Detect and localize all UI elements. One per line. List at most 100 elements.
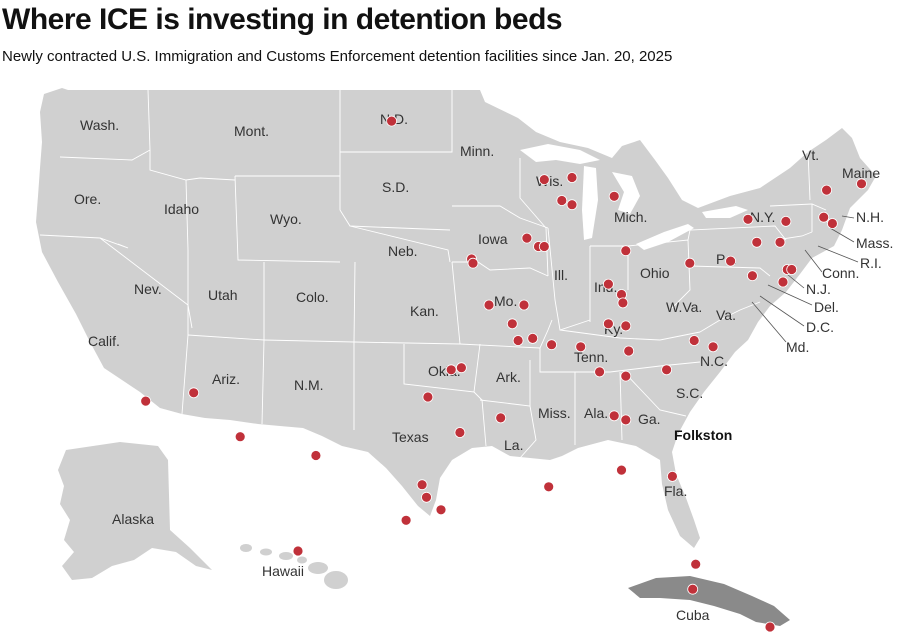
facility-dot xyxy=(512,335,524,346)
label-wva: W.Va. xyxy=(666,299,702,315)
label-ark: Ark. xyxy=(496,369,521,385)
facility-dot xyxy=(818,211,830,223)
facility-dot xyxy=(495,412,507,424)
facility-dot xyxy=(483,299,495,311)
label-miss: Miss. xyxy=(538,405,571,421)
label-ga: Ga. xyxy=(638,411,661,427)
label-nm: N.M. xyxy=(294,377,324,393)
facility-dot xyxy=(527,332,539,344)
facility-dot xyxy=(620,320,632,332)
state-labels: Wash. Mont. N.D. Minn. Ore. Idaho Wyo. S… xyxy=(74,111,893,623)
facility-dot xyxy=(742,213,754,225)
facility-dot xyxy=(608,190,620,202)
facility-dot xyxy=(620,370,632,382)
facility-dot xyxy=(546,339,557,351)
lake-erie xyxy=(636,224,694,250)
contiguous-us-shape xyxy=(36,88,876,548)
facility-dot xyxy=(521,232,533,244)
facility-dot xyxy=(467,257,479,269)
label-ohio: Ohio xyxy=(640,265,670,281)
label-del: Del. xyxy=(814,299,839,315)
facility-dot xyxy=(543,481,555,493)
facility-dot xyxy=(603,318,614,330)
lake-superior xyxy=(520,144,600,164)
facility-dot xyxy=(661,364,672,376)
lake-huron xyxy=(612,172,640,214)
label-neb: Neb. xyxy=(388,243,418,259)
facility-dot xyxy=(608,410,620,422)
map-subtitle: Newly contracted U.S. Immigration and Cu… xyxy=(2,48,673,65)
label-wash: Wash. xyxy=(80,117,119,133)
facility-dot xyxy=(620,414,632,426)
label-alaska: Alaska xyxy=(112,511,154,527)
label-maine: Maine xyxy=(842,165,880,181)
facility-dot xyxy=(617,297,629,309)
facility-dot xyxy=(747,270,758,282)
facility-dot xyxy=(292,545,304,557)
facility-dot xyxy=(821,184,832,196)
facility-dot xyxy=(518,299,530,311)
facility-dot xyxy=(603,278,614,290)
label-tenn: Tenn. xyxy=(574,349,608,365)
label-ariz: Ariz. xyxy=(212,371,240,387)
label-texas: Texas xyxy=(392,429,429,445)
facility-dot xyxy=(416,479,428,491)
facility-dot xyxy=(688,335,700,346)
label-utah: Utah xyxy=(208,287,238,303)
leader-lines xyxy=(751,215,859,343)
facility-dot xyxy=(140,395,152,407)
facility-dot xyxy=(422,391,434,403)
facility-dot xyxy=(620,245,632,257)
label-ill: Ill. xyxy=(554,267,568,283)
label-folkston: Folkston xyxy=(674,427,732,443)
label-idaho: Idaho xyxy=(164,201,199,217)
facility-dot xyxy=(566,199,578,211)
label-conn: Conn. xyxy=(822,265,859,281)
label-colo: Colo. xyxy=(296,289,329,305)
facility-dot xyxy=(764,621,776,633)
facility-dot xyxy=(455,362,467,374)
facility-dot xyxy=(774,236,786,248)
label-md: Md. xyxy=(786,339,809,355)
facility-dot xyxy=(786,264,798,275)
facility-dot xyxy=(684,257,696,269)
lake-ontario xyxy=(702,206,748,218)
facility-dot xyxy=(435,504,447,516)
facility-dot xyxy=(575,341,587,353)
label-wyo: Wyo. xyxy=(270,211,302,227)
label-calif: Calif. xyxy=(88,333,120,349)
label-iowa: Iowa xyxy=(478,231,508,247)
facility-dot xyxy=(506,318,518,330)
facility-dot xyxy=(400,514,412,526)
label-cuba: Cuba xyxy=(676,607,710,623)
label-va: Va. xyxy=(716,307,736,323)
label-mich: Mich. xyxy=(614,209,647,225)
facility-dot xyxy=(454,427,466,438)
facility-dot xyxy=(234,431,246,443)
facility-dot xyxy=(188,387,200,399)
facility-dot xyxy=(707,341,719,353)
label-la: La. xyxy=(504,437,523,453)
facility-dot xyxy=(777,276,789,288)
label-ala: Ala. xyxy=(584,405,608,421)
facility-dot xyxy=(421,491,432,503)
label-mont: Mont. xyxy=(234,123,269,139)
label-mo: Mo. xyxy=(494,293,517,309)
facility-dot xyxy=(856,178,867,190)
state-borders xyxy=(39,89,827,459)
map-title: Where ICE is investing in detention beds xyxy=(2,3,563,36)
facility-dot xyxy=(445,364,457,376)
label-hawaii: Hawaii xyxy=(262,563,304,579)
facility-dot xyxy=(687,583,699,595)
label-ny: N.Y. xyxy=(750,209,775,225)
label-mass: Mass. xyxy=(856,235,893,251)
label-dc: D.C. xyxy=(806,319,834,335)
label-sc: S.C. xyxy=(676,385,703,401)
facility-dot xyxy=(386,115,398,127)
facility-dot xyxy=(690,558,702,570)
facility-dot xyxy=(556,195,568,206)
facility-dot xyxy=(623,345,635,357)
facility-dot xyxy=(667,470,678,482)
facility-dot xyxy=(751,236,763,248)
